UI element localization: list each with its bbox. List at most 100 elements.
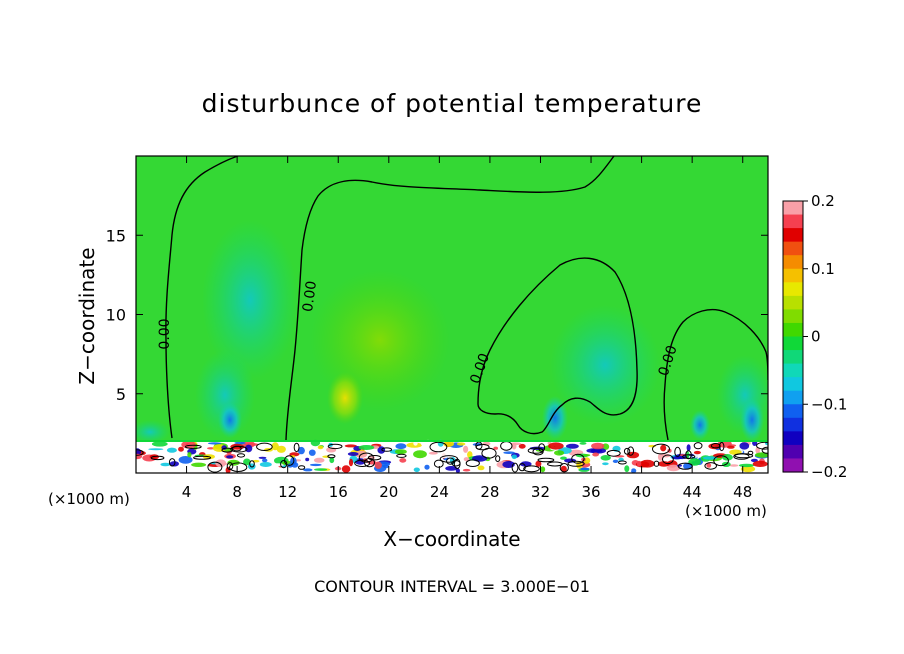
colorbar-swatch — [783, 268, 803, 283]
boundary-layer-cell — [271, 442, 279, 451]
field-cyan-region — [136, 420, 170, 444]
chart-title: disturbunce of potential temperature — [202, 89, 703, 118]
boundary-layer-contour — [571, 453, 585, 464]
x-tick-label: 32 — [531, 483, 550, 501]
boundary-layer-cell — [581, 457, 586, 462]
boundary-layer-cell — [755, 447, 760, 454]
boundary-layer-cell — [739, 442, 750, 450]
y-tick-label: 5 — [116, 385, 126, 404]
boundary-layer-cell — [660, 444, 667, 452]
boundary-layer-cell — [477, 465, 485, 471]
colorbar-swatch — [783, 336, 803, 351]
boundary-layer-contour — [381, 447, 393, 452]
boundary-layer-cell — [148, 448, 164, 451]
boundary-layer-cell — [472, 455, 488, 462]
boundary-layer-contour — [429, 441, 448, 453]
boundary-layer-contour — [396, 453, 407, 458]
boundary-layer-cell — [290, 455, 296, 458]
colorbar-ticks: 0.2 0.1 0 −0.1 −0.2 — [803, 192, 847, 481]
boundary-layer-contour — [256, 442, 273, 451]
boundary-layer-contour — [364, 457, 375, 468]
x-axis-label: X−coordinate — [383, 527, 520, 551]
colorbar-swatch — [783, 350, 803, 365]
boundary-layer-cell — [456, 442, 466, 446]
boundary-layer-cell — [548, 442, 564, 450]
boundary-layer-cell — [639, 459, 655, 468]
colorbar-swatch — [783, 309, 803, 324]
boundary-layer-cell — [262, 458, 268, 463]
boundary-layer-contour — [327, 454, 336, 459]
boundary-layer-cell — [686, 444, 691, 452]
boundary-layer-cell — [309, 463, 322, 467]
boundary-layer-cell — [358, 445, 375, 450]
boundary-layer-cell — [313, 457, 325, 463]
boundary-layer-contour — [451, 460, 461, 467]
boundary-layer-cell — [462, 468, 471, 472]
boundary-layer-contour — [523, 465, 540, 473]
boundary-layer-contour — [559, 463, 569, 473]
colorbar-tick-label: 0 — [811, 328, 821, 346]
boundary-layer-contour — [236, 453, 246, 458]
boundary-layer-cell — [688, 458, 701, 466]
boundary-layer-contour — [207, 461, 223, 473]
contour-line — [285, 156, 615, 441]
boundary-layer-cell — [666, 464, 681, 472]
colorbar-tick-label: −0.2 — [811, 463, 847, 481]
colorbar-swatch — [783, 404, 803, 419]
boundary-layer-contour — [527, 447, 544, 454]
boundary-layer-cell — [566, 443, 579, 449]
boundary-layer-cell — [399, 458, 407, 463]
contour-interval-note: CONTOUR INTERVAL = 3.000E−01 — [314, 577, 590, 596]
colorbar-swatch — [783, 390, 803, 405]
boundary-layer-contour — [511, 462, 519, 473]
boundary-layer-structures — [136, 439, 768, 473]
boundary-layer-cell — [591, 442, 605, 450]
boundary-layer-cell — [151, 441, 168, 447]
colorbar-swatch — [783, 214, 803, 229]
boundary-layer-cell — [424, 464, 430, 470]
colorbar-swatch — [783, 417, 803, 432]
colorbar-swatch — [783, 377, 803, 392]
boundary-layer-cell — [303, 468, 313, 472]
field-features — [136, 220, 768, 444]
boundary-layer-cell — [314, 468, 328, 471]
boundary-layer-contour — [733, 453, 750, 460]
field-blue-region — [740, 398, 764, 442]
boundary-layer-cell — [276, 445, 286, 453]
contour-label: 0.00 — [300, 280, 320, 313]
x-tick-label: 12 — [278, 483, 297, 501]
boundary-layer-cell — [624, 465, 630, 473]
colorbar-swatch — [783, 255, 803, 270]
x-tick-label: 4 — [182, 483, 192, 501]
boundary-layer-contour — [150, 455, 165, 461]
colorbar-swatch — [783, 228, 803, 243]
boundary-layer-cell — [592, 452, 599, 457]
boundary-layer-cell — [367, 460, 377, 465]
boundary-layer-contour — [327, 443, 343, 450]
boundary-layer-cell — [243, 458, 251, 466]
colorbar: 0.2 0.1 0 −0.1 −0.2 — [782, 192, 847, 481]
boundary-layer-cell — [511, 442, 517, 450]
boundary-layer-contour — [354, 459, 371, 467]
x-tick-label: 28 — [480, 483, 499, 501]
boundary-layer-cell — [740, 465, 756, 473]
boundary-layer-cell — [348, 458, 354, 467]
boundary-layer-cell — [178, 446, 184, 452]
boundary-layer-contour — [627, 446, 635, 456]
boundary-layer-contour — [358, 452, 374, 463]
boundary-layer-cell — [187, 452, 192, 458]
boundary-layer-contour — [682, 454, 696, 459]
boundary-layer-cell — [511, 454, 517, 460]
boundary-layer-contour — [168, 458, 176, 467]
boundary-layer-cell — [579, 467, 590, 471]
boundary-layer-cell — [727, 445, 735, 449]
boundary-layer-cell — [630, 468, 637, 473]
boundary-layer-cell — [234, 441, 246, 445]
boundary-layer-cell — [553, 467, 559, 471]
boundary-layer-contour — [293, 442, 300, 453]
boundary-layer-contour — [662, 454, 674, 465]
colorbar-swatch — [783, 322, 803, 338]
boundary-layer-cell — [417, 459, 426, 468]
field-blue-region — [690, 410, 710, 440]
boundary-layer-contour — [284, 455, 295, 466]
